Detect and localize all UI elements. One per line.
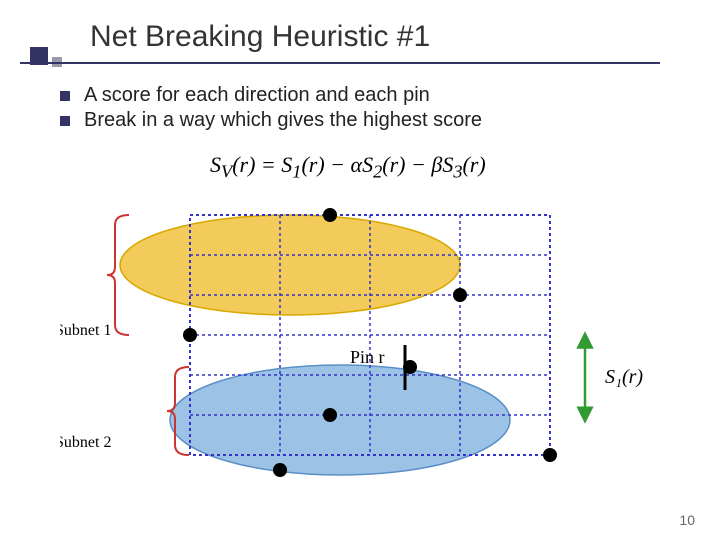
bullet-text: A score for each direction and each pin (84, 84, 430, 107)
formula-part: − (325, 152, 351, 177)
page-title: Net Breaking Heuristic #1 (90, 20, 430, 54)
formula-part: β (431, 152, 442, 177)
brace-label: Subnet 2 (60, 434, 111, 451)
brace-label: Subnet 1 (60, 322, 111, 339)
subnet2-ellipse (170, 365, 510, 475)
formula-part: (r) (462, 152, 485, 177)
formula-part: (r) (232, 152, 255, 177)
pin-dot (183, 328, 197, 342)
diagram-svg: Subnet 1 Subnet 2 Pin r S₁(r) (60, 195, 660, 505)
bullet-list: A score for each direction and each pin … (60, 82, 482, 134)
formula-part: S (362, 152, 373, 177)
s1r-label: S₁(r) (605, 366, 643, 388)
formula-part: = (255, 152, 281, 177)
pin-dot (273, 463, 287, 477)
bullet-item: A score for each direction and each pin (60, 84, 482, 107)
subnet1-ellipse (120, 215, 460, 315)
bullet-item: Break in a way which gives the highest s… (60, 109, 482, 132)
bullet-text: Break in a way which gives the highest s… (84, 109, 482, 132)
pin-dot (543, 448, 557, 462)
pin-dot (453, 288, 467, 302)
title-underline (20, 62, 660, 64)
pin-r-label: Pin r (350, 347, 385, 367)
formula-part: α (351, 152, 363, 177)
formula-part: (r) (382, 152, 405, 177)
formula-part: − (405, 152, 431, 177)
bullet-marker (60, 116, 70, 126)
pin-dot (323, 408, 337, 422)
diagram: Subnet 1 Subnet 2 Pin r S₁(r) (60, 195, 660, 505)
formula-part: S (442, 152, 453, 177)
pin-dot (323, 208, 337, 222)
bullet-marker (60, 91, 70, 101)
formula-sub: V (221, 161, 232, 181)
formula-part: (r) (301, 152, 324, 177)
slide-number: 10 (679, 512, 695, 528)
formula: SV(r) = S1(r) − αS2(r) − βS3(r) (210, 152, 486, 182)
formula-part: S (281, 152, 292, 177)
formula-part: S (210, 152, 221, 177)
formula-sub: 2 (373, 161, 382, 181)
